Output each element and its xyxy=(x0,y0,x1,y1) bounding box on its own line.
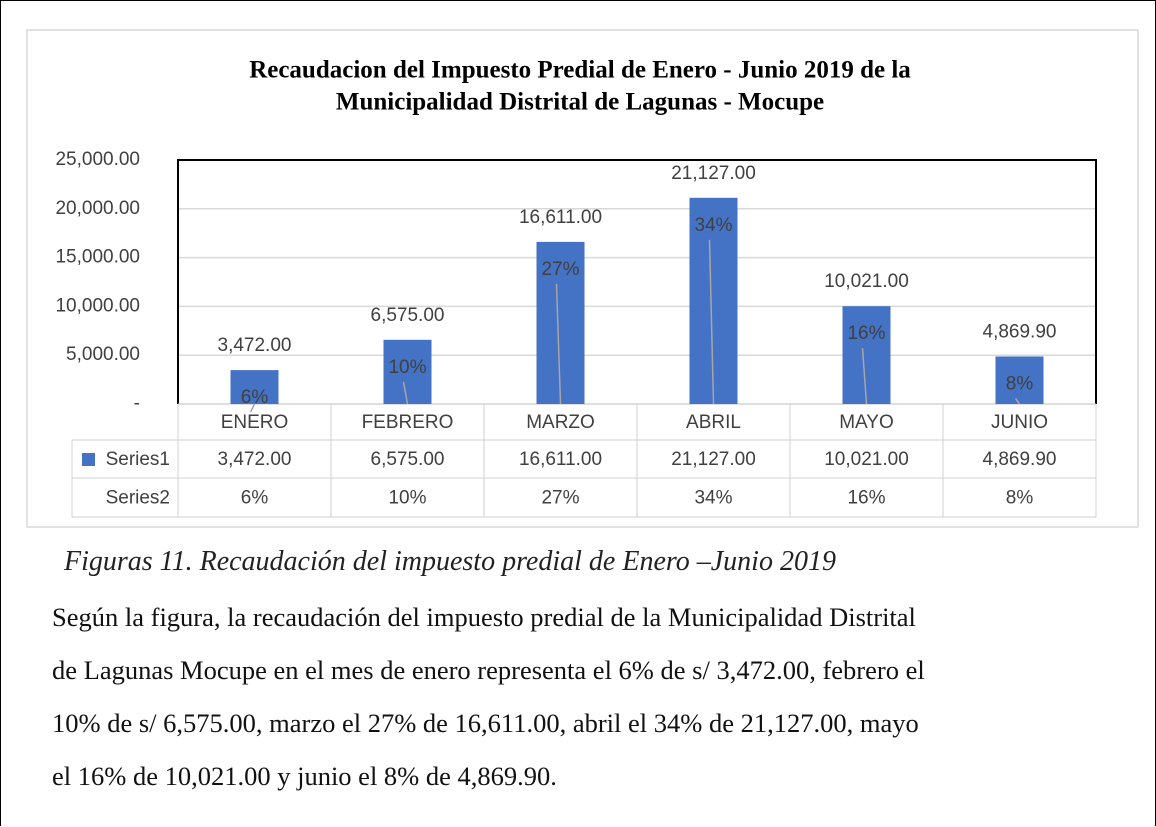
leader-line xyxy=(1014,398,1021,405)
chart: Recaudacion del Impuesto Predial de Ener… xyxy=(26,29,1139,528)
bar xyxy=(536,241,585,404)
bar xyxy=(995,356,1044,404)
bar xyxy=(842,306,891,404)
table-cell: 16,611.00 xyxy=(519,449,602,470)
y-tick-label: 25,000.00 xyxy=(55,149,140,170)
table-cell: 21,127.00 xyxy=(671,449,756,470)
data-label: 16,611.00 xyxy=(519,207,602,228)
paragraph-line: de Lagunas Mocupe en el mes de enero rep… xyxy=(52,655,925,685)
table-cell: 4,869.90 xyxy=(983,449,1057,470)
y-tick-label: 10,000.00 xyxy=(55,295,140,316)
leader-line xyxy=(402,381,409,405)
table-cell: 16% xyxy=(847,488,885,509)
x-tick-label: ENERO xyxy=(221,412,289,433)
bar xyxy=(383,339,432,404)
percent-label: 6% xyxy=(241,387,269,408)
x-tick-label: MAYO xyxy=(839,412,894,433)
paragraph-line: el 16% de 10,021.00 y junio el 8% de 4,8… xyxy=(52,761,557,791)
chart-title: Municipalidad Distrital de Lagunas - Moc… xyxy=(336,89,824,116)
percent-label: 27% xyxy=(541,259,579,280)
leader-line xyxy=(555,283,562,405)
table-cell: 8% xyxy=(1006,488,1034,509)
percent-label: 16% xyxy=(847,323,885,344)
x-tick-label: FEBRERO xyxy=(362,412,454,433)
table-cell: 3,472.00 xyxy=(218,449,292,470)
legend-entry: Series1 xyxy=(106,449,170,470)
data-label: 3,472.00 xyxy=(218,335,292,356)
table-cell: 10% xyxy=(388,488,426,509)
plot-border xyxy=(177,159,1097,404)
legend-key xyxy=(82,453,95,466)
leader-line xyxy=(249,403,256,413)
percent-label: 10% xyxy=(388,357,426,378)
data-label: 10,021.00 xyxy=(824,271,909,292)
y-tick-label: - xyxy=(134,393,140,414)
x-tick-label: ABRIL xyxy=(686,412,741,433)
data-label: 21,127.00 xyxy=(671,163,756,184)
table-cell: 6,575.00 xyxy=(371,449,445,470)
table-cell: 6% xyxy=(241,488,269,509)
bar xyxy=(230,370,279,404)
percent-label: 8% xyxy=(1006,373,1034,394)
legend-entry: Series2 xyxy=(106,488,170,509)
leader-line xyxy=(861,348,868,405)
leader-line xyxy=(708,239,715,405)
data-label: 6,575.00 xyxy=(371,305,445,326)
y-tick-label: 15,000.00 xyxy=(55,247,140,268)
table-cell: 10,021.00 xyxy=(824,449,909,470)
bar xyxy=(689,197,738,404)
chart-title: Recaudacion del Impuesto Predial de Ener… xyxy=(249,57,911,84)
x-tick-label: JUNIO xyxy=(991,412,1048,433)
data-label: 4,869.90 xyxy=(983,321,1057,342)
table-cell: 34% xyxy=(694,488,732,509)
y-tick-label: 5,000.00 xyxy=(66,344,140,365)
caption: Figuras 11. Recaudación del impuesto pre… xyxy=(64,546,836,577)
paragraph-line: 10% de s/ 6,575.00, marzo el 27% de 16,6… xyxy=(52,708,919,738)
table-cell: 27% xyxy=(541,488,579,509)
paragraph-line: Según la figura, la recaudación del impu… xyxy=(52,602,916,632)
x-tick-label: MARZO xyxy=(526,412,595,433)
percent-label: 34% xyxy=(694,215,732,236)
y-tick-label: 20,000.00 xyxy=(55,198,140,219)
